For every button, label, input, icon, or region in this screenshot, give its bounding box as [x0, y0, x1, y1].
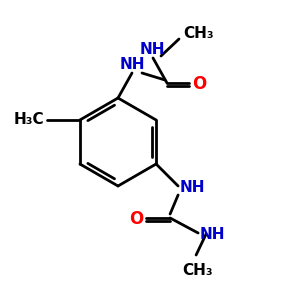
Text: CH₃: CH₃	[182, 263, 212, 278]
Text: NH: NH	[119, 57, 145, 72]
Text: NH: NH	[180, 179, 206, 194]
Text: O: O	[192, 75, 206, 93]
Text: O: O	[129, 210, 143, 228]
Text: CH₃: CH₃	[183, 26, 214, 41]
Text: NH: NH	[200, 226, 226, 242]
Text: H₃C: H₃C	[13, 112, 44, 128]
Text: NH: NH	[139, 42, 165, 57]
